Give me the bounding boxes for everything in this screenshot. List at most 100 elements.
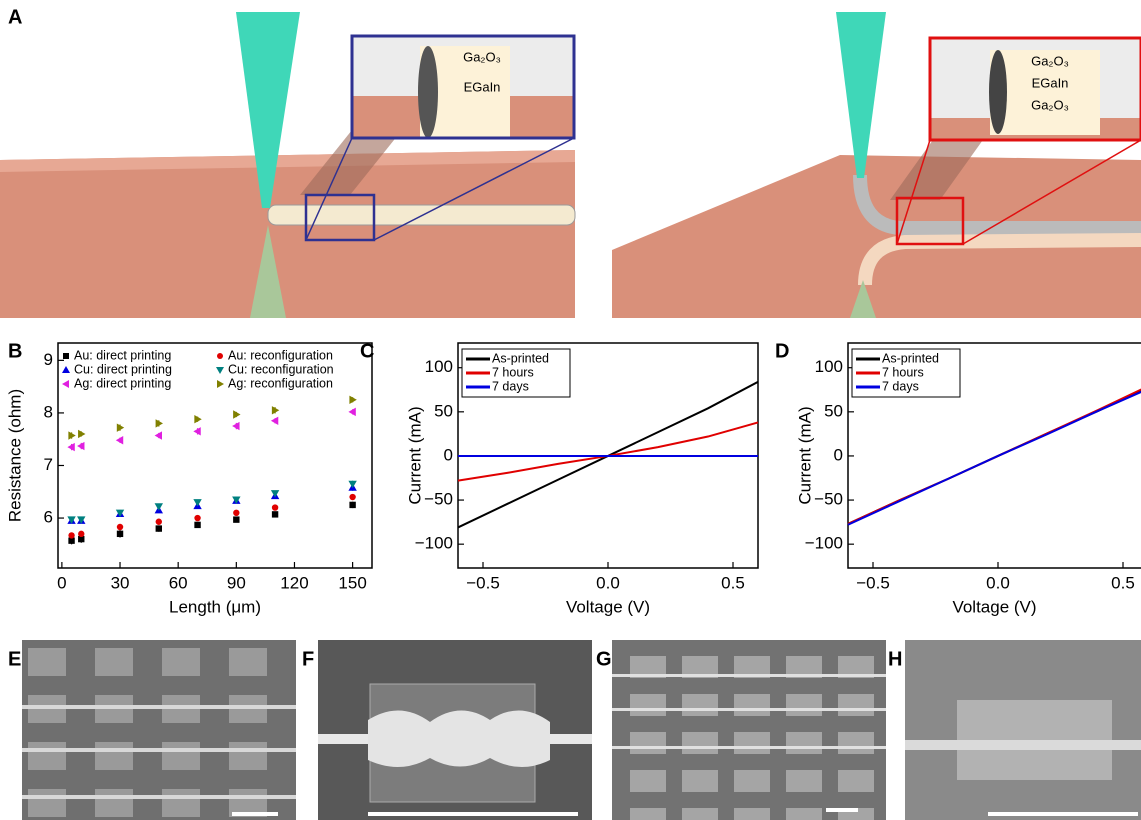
legend-marker [62,366,70,373]
y-axis-label: Current (mA) [405,406,424,504]
scale-bar [826,808,858,812]
data-point [233,410,240,418]
x-tick-label: 0.0 [986,573,1010,592]
x-tick-label: 0.5 [721,573,745,592]
legend-label: 7 hours [882,365,924,379]
data-line [848,389,1141,525]
electrode [630,808,666,820]
data-point [117,531,123,537]
data-point [349,502,355,508]
electrode [95,742,133,770]
panel-label: H [888,648,902,670]
data-point [156,525,162,531]
y-tick-label: 50 [434,401,453,420]
figure: Ga₂O₃ EGaIn Ga₂O₃ EGaIn Ga₂O₃ A B C D E … [0,0,1141,820]
electrode [786,770,822,792]
data-point [68,532,74,538]
sem-deposit [368,710,550,767]
panel-label: F [302,648,314,670]
panel-label: B [8,340,22,362]
inset-ring [989,50,1007,134]
scale-bar [988,812,1138,816]
sem-wire [22,748,296,752]
panel-label: D [775,340,789,362]
x-tick-label: 120 [280,573,308,592]
y-tick-label: −100 [415,534,453,553]
substrate [0,150,575,318]
electrode [682,770,718,792]
electrode [734,770,770,792]
data-point [117,524,123,530]
panel-label: A [8,6,22,28]
electrode [95,789,133,817]
legend-marker [63,353,69,359]
nozzle [836,12,886,178]
electrode [786,808,822,820]
x-tick-label: 150 [338,573,366,592]
sem-wire [22,795,296,799]
legend-label: Au: reconfiguration [228,348,333,362]
y-tick-label: −50 [424,490,453,509]
legend-label: Au: direct printing [74,348,171,362]
legend-label: 7 days [492,379,529,393]
electrode [682,732,718,754]
electrode [630,694,666,716]
electrode [95,648,133,676]
y-tick-label: 0 [444,445,453,464]
y-tick-label: 7 [44,455,53,474]
data-point [233,516,239,522]
x-tick-label: 90 [227,573,246,592]
data-line [848,386,1141,524]
electrode [229,648,267,676]
legend-label: 7 hours [492,365,534,379]
electrode [162,742,200,770]
legend-label: Cu: reconfiguration [228,362,334,376]
data-point [78,430,85,438]
legend-marker [62,380,69,388]
electrode [734,808,770,820]
chart: 03060901201506789Length (μm)Resistance (… [5,343,372,616]
legend-label: 7 days [882,379,919,393]
data-point [78,531,84,537]
electrode [28,789,66,817]
inset-label: Ga₂O₃ [463,49,501,64]
inset-label: EGaIn [464,79,501,94]
electrode [838,732,874,754]
electrode [28,648,66,676]
legend-label: As-printed [492,351,549,365]
electrode [734,694,770,716]
y-tick-label: 9 [44,350,53,369]
data-line [458,422,758,480]
inset-ring [418,46,438,138]
x-tick-label: 60 [169,573,188,592]
electrode [229,742,267,770]
data-point [194,522,200,528]
data-point [156,519,162,525]
data-point [349,494,355,500]
data-point [155,503,163,510]
x-axis-label: Voltage (V) [952,597,1036,616]
data-point [348,408,355,416]
legend-marker [216,367,224,374]
y-tick-label: 100 [425,357,453,376]
sem-wire [612,674,886,677]
x-axis-label: Length (μm) [169,597,261,616]
x-tick-label: −0.5 [856,573,890,592]
inset-label: Ga₂O₃ [1031,53,1069,68]
legend-marker [217,380,224,388]
scale-bar [232,812,278,816]
data-point [194,515,200,521]
sem-wire [612,708,886,711]
sem-images [22,640,1141,820]
y-axis-label: Resistance (ohm) [5,389,24,522]
data-point [194,415,201,423]
electrode [162,648,200,676]
x-tick-label: 0.5 [1111,573,1135,592]
data-point [155,431,162,439]
inset-label: EGaIn [1032,75,1069,90]
data-point [193,499,201,506]
legend-label: Ag: direct printing [74,376,171,390]
electrode [682,694,718,716]
legend-label: Cu: direct printing [74,362,172,376]
